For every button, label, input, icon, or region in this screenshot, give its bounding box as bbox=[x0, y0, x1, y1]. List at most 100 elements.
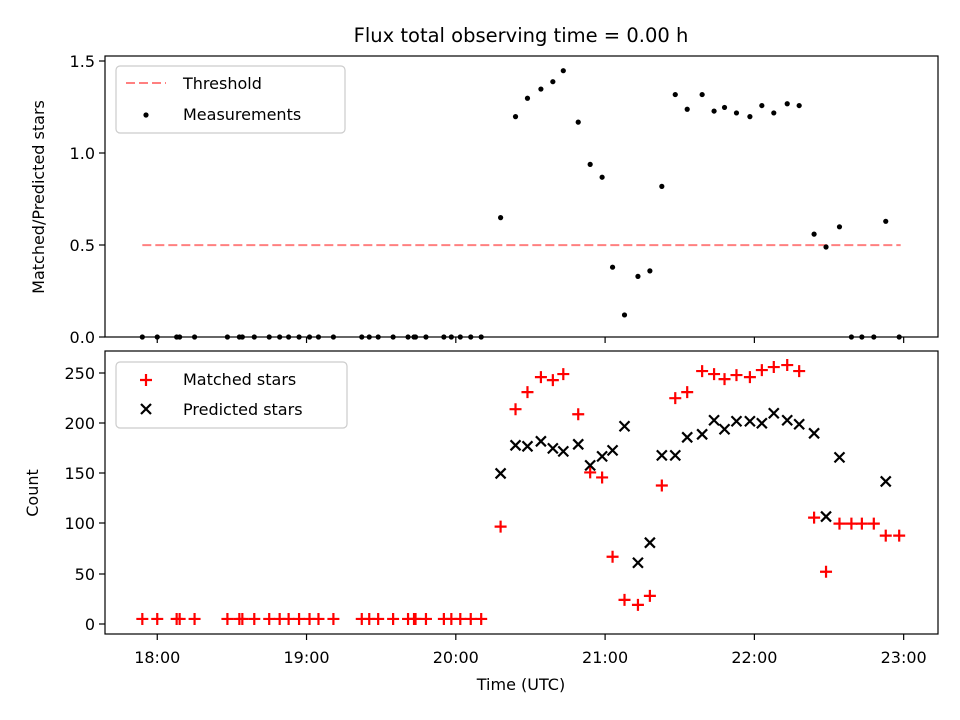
measurement-point bbox=[836, 224, 843, 230]
matched-star-point bbox=[221, 612, 234, 625]
measurement-point bbox=[721, 104, 728, 111]
bottom-ytick-label: 50 bbox=[75, 565, 95, 584]
matched-star-point bbox=[454, 612, 467, 625]
matched-star-point bbox=[743, 371, 756, 384]
predicted-star-point bbox=[521, 440, 534, 453]
measurement-point bbox=[711, 108, 717, 114]
bottom-xtick-label: 20:00 bbox=[433, 648, 479, 667]
matched-star-point bbox=[708, 368, 721, 381]
bottom-ytick-label: 150 bbox=[64, 464, 95, 483]
predicted-star-point bbox=[618, 420, 631, 433]
x-axis-label: Time (UTC) bbox=[476, 675, 565, 694]
predicted-star-point bbox=[547, 442, 559, 455]
matched-star-point bbox=[596, 471, 609, 484]
measurement-point bbox=[560, 68, 566, 74]
predicted-star-point bbox=[768, 407, 780, 419]
matched-star-point bbox=[557, 368, 570, 381]
top-ytick-label: 1.0 bbox=[70, 144, 95, 163]
measurement-point bbox=[733, 110, 740, 116]
top-legend-box bbox=[115, 65, 346, 134]
matched-star-point bbox=[494, 520, 507, 533]
matched-star-point bbox=[820, 565, 833, 578]
predicted-star-point bbox=[833, 451, 846, 464]
top-axes-frame bbox=[104, 55, 939, 338]
bottom-axes-frame bbox=[104, 350, 939, 635]
predicted-star-point bbox=[656, 449, 668, 462]
matched-star-point bbox=[767, 361, 780, 374]
bottom-xtick-label: 18:00 bbox=[134, 648, 180, 667]
measurement-point bbox=[538, 86, 544, 92]
measurement-point bbox=[550, 79, 556, 85]
predicted-star-point bbox=[730, 415, 743, 428]
legend-predicted-label: Predicted stars bbox=[183, 400, 303, 419]
matched-star-point bbox=[867, 517, 880, 530]
matched-star-point bbox=[572, 408, 585, 421]
bottom-xtick-label: 22:00 bbox=[731, 648, 777, 667]
bottom-legend-box bbox=[115, 361, 348, 429]
measurement-point bbox=[621, 312, 628, 318]
bottom-panel: 18:00 19:00 20:00 21:00 22:00 23:00 0 50 100 … bbox=[23, 350, 939, 694]
measurement-point bbox=[524, 95, 531, 101]
matched-star-point bbox=[521, 386, 534, 399]
predicted-star-point bbox=[494, 467, 507, 480]
predicted-star-point bbox=[596, 450, 608, 463]
matched-star-point bbox=[718, 373, 731, 386]
matched-star-point bbox=[584, 466, 597, 479]
matched-star-point bbox=[387, 612, 400, 625]
bottom-ytick-label: 100 bbox=[64, 514, 95, 533]
matched-star-point bbox=[879, 529, 892, 542]
measurement-point bbox=[699, 91, 705, 98]
bottom-y-axis-label: Count bbox=[23, 469, 42, 517]
matched-star-point bbox=[669, 392, 682, 405]
predicted-star-point bbox=[681, 431, 693, 444]
matched-star-point bbox=[855, 517, 868, 530]
measurement-point bbox=[609, 264, 616, 270]
legend-matched-label: Matched stars bbox=[183, 370, 296, 389]
measurement-point bbox=[587, 161, 593, 167]
matched-star-point bbox=[845, 517, 858, 530]
measurement-point bbox=[684, 106, 690, 112]
predicted-star-point bbox=[535, 435, 547, 448]
top-y-ticks: 0.0 0.5 1.0 1.5 bbox=[70, 52, 105, 347]
predicted-star-point bbox=[644, 536, 656, 549]
measurement-point bbox=[796, 102, 802, 109]
top-legend: Threshold Measurements bbox=[115, 65, 346, 134]
matched-star-point bbox=[681, 386, 694, 399]
predicted-star-point bbox=[509, 439, 522, 452]
matched-star-point bbox=[730, 369, 743, 382]
matched-star-point bbox=[327, 612, 340, 625]
bottom-x-ticks: 18:00 19:00 20:00 21:00 22:00 23:00 bbox=[134, 634, 927, 667]
predicted-star-point bbox=[606, 444, 619, 457]
predicted-star-point bbox=[744, 415, 756, 428]
matched-star-point bbox=[833, 517, 846, 530]
matched-star-point bbox=[409, 612, 422, 625]
legend-predicted-swatch bbox=[140, 403, 152, 415]
bottom-plot-area bbox=[136, 359, 906, 625]
matched-star-point bbox=[793, 365, 806, 378]
bottom-ytick-label: 200 bbox=[64, 414, 95, 433]
chart-title: Flux total observing time = 0.00 h bbox=[354, 24, 689, 47]
matched-star-point bbox=[282, 612, 295, 625]
measurement-point bbox=[883, 218, 889, 224]
measurement-point bbox=[599, 174, 605, 180]
measurement-point bbox=[672, 91, 678, 98]
matched-star-point bbox=[631, 598, 644, 611]
matched-star-point bbox=[655, 479, 668, 492]
bottom-xtick-label: 21:00 bbox=[582, 648, 628, 667]
matched-star-point bbox=[263, 612, 276, 625]
matched-star-point bbox=[618, 593, 631, 606]
measurement-point bbox=[747, 114, 753, 120]
predicted-star-point bbox=[632, 556, 644, 569]
predicted-star-point bbox=[572, 438, 585, 451]
bottom-y-ticks: 0 50 100 150 200 250 bbox=[64, 364, 105, 634]
legend-measurements-swatch bbox=[143, 112, 149, 118]
measurement-point bbox=[811, 231, 817, 237]
matched-star-point bbox=[781, 359, 794, 372]
top-y-axis-label: Matched/Predicted stars bbox=[29, 100, 48, 294]
matched-star-point bbox=[312, 612, 325, 625]
measurement-point bbox=[512, 114, 519, 120]
measurement-point bbox=[635, 273, 641, 279]
matched-star-point bbox=[643, 589, 656, 602]
predicted-star-point bbox=[708, 414, 720, 427]
